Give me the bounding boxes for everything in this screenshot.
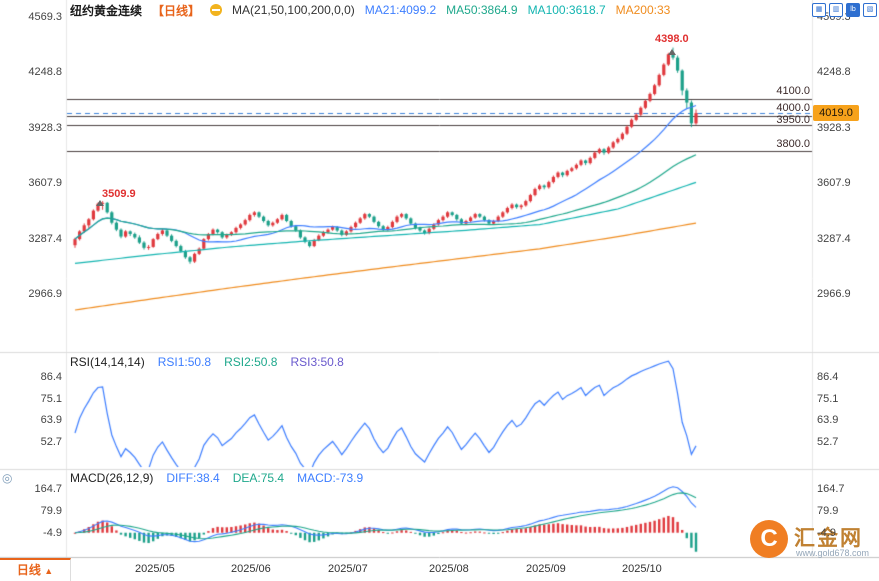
macd-tick-right: 79.9 [817,505,839,517]
price-tick-right: 3928.3 [817,122,851,134]
toolbar-icons: ▦ ▥ lb ▧ [812,3,877,17]
rsi1-value: RSI1:50.8 [157,355,212,369]
price-tick-left: 3928.3 [28,122,62,134]
rsi-tick-right: 75.1 [817,393,839,405]
rsi-tick-right: 52.7 [817,436,839,448]
rsi-tick-left: 63.9 [40,414,62,426]
ma50-value: MA50:3864.9 [446,3,518,17]
time-tick: 2025/06 [231,563,271,575]
peak-marker-icon [668,49,676,55]
price-tick-left: 4248.8 [28,66,62,78]
level-label-3800: 3800.0 [776,138,810,150]
price-tick-left: 3607.9 [28,177,62,189]
tab-daily-period[interactable]: 日线 ▲ [0,558,71,581]
early-high-annotation: 3509.9 [102,188,136,200]
price-tick-right: 3607.9 [817,177,851,189]
macd-tick-left: 164.7 [34,483,62,495]
level-label-3950: 3950.0 [776,114,810,126]
macd-tick-left: -4.9 [43,527,62,539]
macd-diff-value: DIFF:38.4 [166,471,220,485]
time-tick: 2025/05 [135,563,175,575]
brand-url: www.gold678.com [796,548,870,558]
price-tick-right: 3287.4 [817,233,851,245]
rsi3-value: RSI3:50.8 [290,355,344,369]
rsi-tick-right: 63.9 [817,414,839,426]
period-tag[interactable]: 【日线】 [152,3,201,18]
rsi2-value: RSI2:50.8 [224,355,278,369]
macd-settings-label[interactable]: MACD(26,12,9) [70,471,154,485]
symbol-title: 纽约黄金连续 [70,3,143,18]
time-tick: 2025/09 [526,563,566,575]
site-watermark: C 汇金网 www.gold678.com [750,518,876,562]
time-tick: 2025/10 [622,563,662,575]
peak-price-annotation: 4398.0 [655,33,689,45]
rsi-settings-label[interactable]: RSI(14,14,14) [70,355,145,369]
layout-grid-icon[interactable]: ▦ [812,3,826,17]
rsi-tick-left: 75.1 [40,393,62,405]
unit-lb-icon[interactable]: lb [846,3,860,17]
indicator-badge-icon[interactable] [210,4,223,16]
macd-tick-right: -4.9 [817,527,836,539]
macd-panel-header: MACD(26,12,9) DIFF:38.4 DEA:75.4 MACD:-7… [70,471,363,485]
early-high-marker-icon [96,200,104,206]
rsi-panel-header: RSI(14,14,14) RSI1:50.8 RSI2:50.8 RSI3:5… [70,355,344,369]
layout-columns-icon[interactable]: ▥ [829,3,843,17]
level-label-4000: 4000.0 [776,102,810,114]
ma100-value: MA100:3618.7 [527,3,606,17]
rsi-tick-right: 86.4 [817,371,839,383]
macd-tick-left: 79.9 [40,505,62,517]
chart-header: 纽约黄金连续 【日线】 MA(21,50,100,200,0,0) MA21:4… [70,2,670,18]
level-label-4100: 4100.0 [776,85,810,97]
brand-name: 汇金网 [794,527,863,550]
macd-dea-value: DEA:75.4 [232,471,285,485]
ma-settings-label[interactable]: MA(21,50,100,200,0,0) [232,3,355,17]
price-tick-left: 2966.9 [28,288,62,300]
macd-hist-value: MACD:-73.9 [297,471,364,485]
ma21-value: MA21:4099.2 [364,3,437,17]
chevron-up-icon: ▲ [44,566,54,576]
time-tick: 2025/08 [429,563,469,575]
layout-panels-icon[interactable]: ▧ [863,3,877,17]
rsi-tick-left: 86.4 [40,371,62,383]
price-tick-right: 4248.8 [817,66,851,78]
price-tick-left: 4569.3 [28,11,62,23]
time-tick: 2025/07 [328,563,368,575]
tab-daily-label: 日线 [16,563,41,577]
price-tick-left: 3287.4 [28,233,62,245]
price-tick-right: 2966.9 [817,288,851,300]
rsi-tick-left: 52.7 [40,436,62,448]
last-price-badge: 4019.0 [813,105,859,121]
ma200-value: MA200:33 [615,3,671,17]
brand-logo-icon: C [750,520,788,558]
macd-tick-right: 164.7 [817,483,845,495]
crosshair-icon[interactable]: ◎ [2,471,13,485]
